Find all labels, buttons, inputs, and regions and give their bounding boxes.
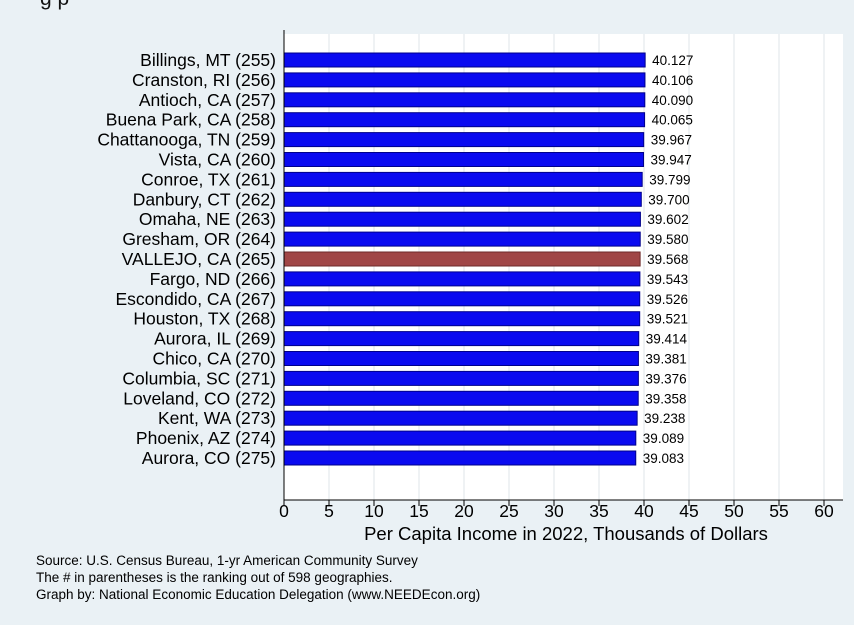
source-notes: Source: U.S. Census Bureau, 1-yr America… [36, 552, 480, 603]
value-label: 39.521 [647, 312, 688, 327]
bar-highlight [283, 251, 641, 267]
value-label: 40.106 [652, 73, 693, 88]
category-label: Escondido, CA (267) [115, 289, 276, 309]
bar [283, 171, 643, 187]
x-tick-label: 10 [364, 501, 384, 521]
value-label: 39.580 [647, 232, 688, 247]
category-label: Kent, WA (273) [158, 408, 276, 428]
value-label: 39.602 [647, 212, 688, 227]
bar [283, 410, 638, 426]
bar [283, 430, 637, 446]
value-label: 39.568 [647, 252, 688, 267]
bar [283, 331, 640, 347]
category-label: Chico, CA (270) [152, 349, 276, 369]
bar [283, 112, 646, 128]
category-label: Loveland, CO (272) [123, 388, 276, 408]
bar [283, 311, 641, 327]
value-label: 39.947 [651, 153, 692, 168]
credit-note: Graph by: National Economic Education De… [36, 587, 481, 602]
bar [283, 231, 641, 247]
category-label: Vista, CA (260) [159, 150, 276, 170]
value-label: 39.543 [647, 272, 688, 287]
category-label: Columbia, SC (271) [122, 368, 276, 388]
ranking-note: The # in parentheses is the ranking out … [36, 570, 393, 585]
chart-title-fragment: g p [40, 0, 69, 11]
bar [283, 271, 641, 287]
x-tick-label: 5 [324, 501, 334, 521]
value-label: 39.376 [645, 371, 686, 386]
bar [283, 390, 639, 406]
bar [283, 351, 639, 366]
bar [283, 370, 639, 386]
category-label: Danbury, CT (262) [133, 189, 276, 209]
category-label: Omaha, NE (263) [139, 209, 276, 229]
bar [283, 152, 645, 167]
x-tick-label: 50 [724, 501, 744, 521]
category-label: Fargo, ND (266) [150, 269, 276, 289]
bar [283, 191, 642, 207]
bar-chart: Billings, MT (255)Cranston, RI (256)Anti… [97, 30, 843, 544]
category-label: Buena Park, CA (258) [106, 110, 276, 130]
x-tick-label: 40 [634, 501, 654, 521]
category-labels: Billings, MT (255)Cranston, RI (256)Anti… [97, 50, 276, 468]
value-label: 39.700 [648, 192, 689, 207]
category-label: Aurora, IL (269) [154, 329, 276, 349]
category-label: Cranston, RI (256) [132, 70, 276, 90]
value-label: 39.414 [646, 332, 688, 347]
category-label: Antioch, CA (257) [139, 90, 276, 110]
x-tick-label: 20 [454, 501, 474, 521]
value-label: 39.358 [645, 391, 686, 406]
bars [283, 52, 646, 466]
bar [283, 72, 646, 88]
category-label: Aurora, CO (275) [142, 448, 276, 468]
category-label: VALLEJO, CA (265) [122, 249, 276, 269]
value-labels: 40.127 40.106 40.090 40.065 39.967 39.947 39.7… [643, 53, 694, 466]
value-label: 39.381 [645, 352, 686, 367]
value-label: 40.065 [652, 113, 693, 128]
value-label: 39.967 [651, 133, 692, 148]
value-label: 39.238 [644, 411, 685, 426]
source-note: Source: U.S. Census Bureau, 1-yr America… [36, 553, 418, 568]
value-label: 39.526 [647, 292, 688, 307]
bar [283, 211, 641, 227]
x-tick-label: 15 [409, 501, 428, 521]
category-label: Billings, MT (255) [140, 50, 276, 70]
category-label: Phoenix, AZ (274) [136, 428, 276, 448]
bar [283, 132, 645, 148]
x-tick-label: 0 [279, 501, 289, 521]
bar [283, 291, 641, 307]
value-label: 39.083 [643, 451, 684, 466]
category-label: Houston, TX (268) [133, 309, 276, 329]
x-tick-label: 45 [679, 501, 698, 521]
category-label: Conroe, TX (261) [141, 169, 276, 189]
value-label: 40.090 [652, 93, 693, 108]
value-label: 40.127 [652, 53, 693, 68]
category-label: Gresham, OR (264) [122, 229, 276, 249]
value-label: 39.799 [649, 172, 690, 187]
bar [283, 92, 646, 108]
x-tick-label: 30 [544, 501, 564, 521]
x-tick-label: 35 [589, 501, 608, 521]
x-axis-ticks: 0 5 10 15 20 25 30 35 40 45 50 55 60 [279, 500, 834, 521]
value-label: 39.089 [643, 431, 684, 446]
bar [283, 52, 646, 68]
x-axis-title: Per Capita Income in 2022, Thousands of … [364, 523, 768, 544]
x-tick-label: 55 [769, 501, 788, 521]
bar [283, 450, 637, 466]
x-tick-label: 25 [499, 501, 518, 521]
x-tick-label: 60 [814, 501, 834, 521]
category-label: Chattanooga, TN (259) [97, 130, 276, 150]
